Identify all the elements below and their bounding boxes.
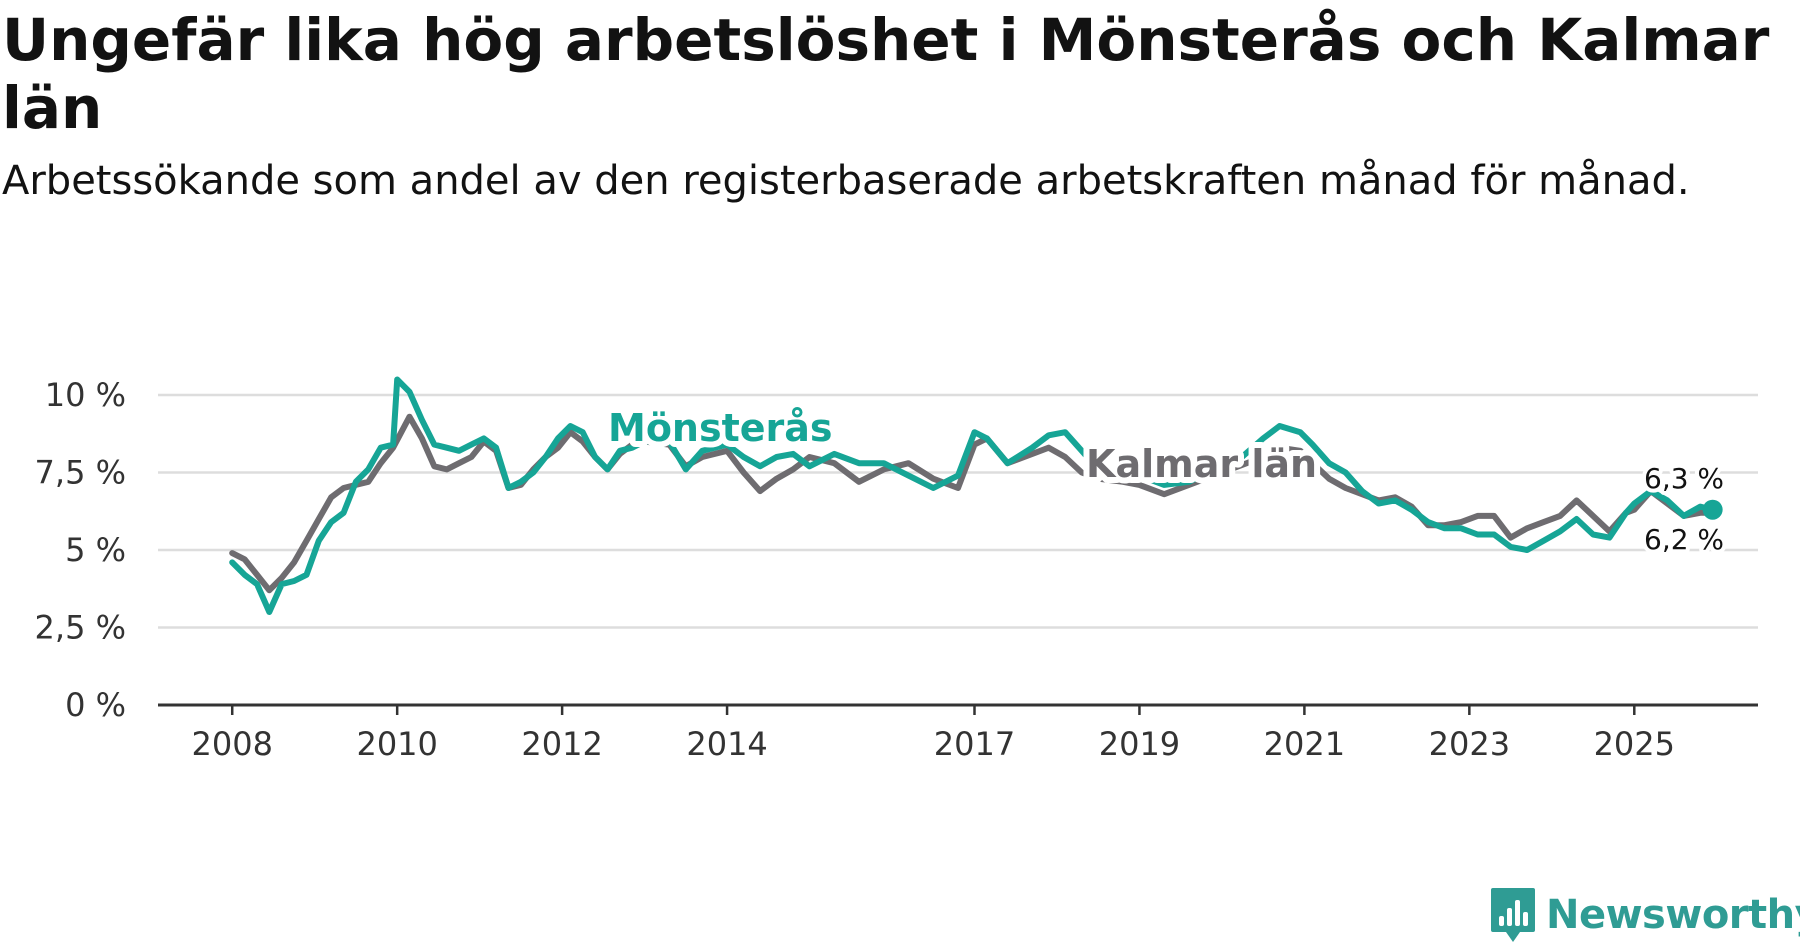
x-tick-label: 2014: [686, 725, 767, 763]
series-line-kalmar: [229, 413, 1716, 594]
x-tick-label: 2010: [356, 725, 437, 763]
x-tick-label: 2019: [1099, 725, 1180, 763]
y-tick-label: 2,5 %: [35, 609, 126, 647]
end-point-monsteras: [1702, 499, 1723, 520]
logo-text: Newsworthy: [1546, 892, 1800, 938]
series-lines: [229, 376, 1723, 615]
chart-subtitle: Arbetssökande som andel av den registerb…: [2, 158, 1690, 204]
series-label-monsteras-halo: Mönsterås: [608, 406, 833, 450]
x-tick-label: 2008: [192, 725, 273, 763]
series-label-kalmar: Kalmar län: [1086, 442, 1317, 486]
x-tick-label: 2025: [1594, 725, 1675, 763]
x-tick-label: 2017: [934, 725, 1015, 763]
end-label-kalmar: 6,2 %: [1644, 523, 1724, 556]
end-label-monsteras: 6,3 %: [1644, 462, 1724, 495]
y-tick-label: 10 %: [45, 376, 126, 414]
series-label-kalmar-halo: Kalmar län: [1086, 442, 1317, 486]
x-tick-label: 2023: [1429, 725, 1510, 763]
newsworthy-logo: Newsworthy: [1490, 886, 1800, 944]
y-tick-label: 7,5 %: [35, 454, 126, 492]
x-axis-tick-labels: 2008 2010 2012 2014 2017 2019 2021 2023 2025: [192, 725, 1675, 763]
gridlines: [158, 393, 1758, 715]
bar-chart-icon: [1491, 888, 1535, 942]
end-label-monsteras-halo: 6,3 %: [1644, 462, 1724, 495]
chart-title: Ungefär lika hög arbetslöshet i Mönsterå…: [2, 6, 1770, 142]
x-tick-label: 2012: [521, 725, 602, 763]
series-label-monsteras: Mönsterås: [608, 406, 833, 450]
y-tick-label: 0 %: [65, 686, 126, 724]
y-tick-label: 5 %: [65, 531, 126, 569]
end-label-kalmar-halo: 6,2 %: [1644, 523, 1724, 556]
x-tick-label: 2021: [1264, 725, 1345, 763]
y-axis-tick-labels: 0 % 2,5 % 5 % 7,5 % 10 %: [35, 376, 126, 724]
series-line-monsteras: [229, 376, 1716, 615]
